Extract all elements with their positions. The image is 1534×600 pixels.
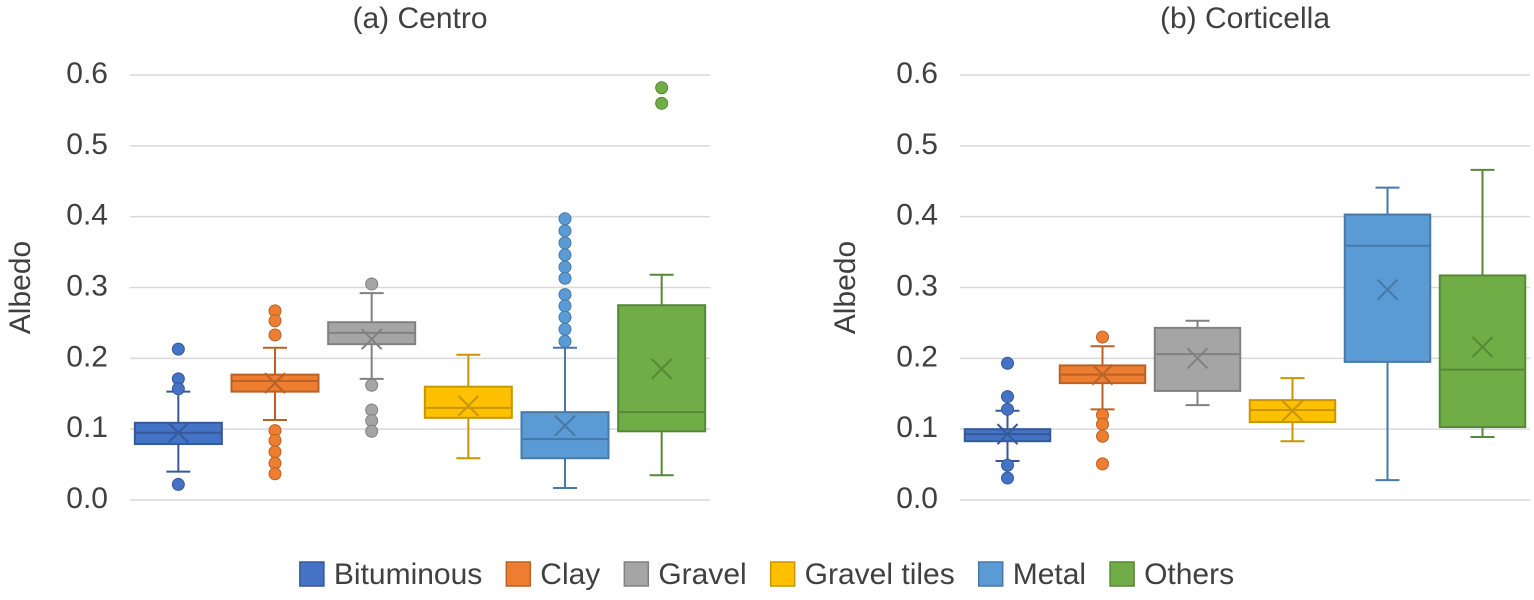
outlier	[1001, 390, 1014, 404]
mean-marker	[1376, 278, 1399, 301]
mean-marker	[1091, 363, 1114, 386]
y-tick-label: 0.1	[66, 411, 108, 444]
mean-marker	[264, 372, 286, 394]
box-group: Others	[1438, 168, 1527, 438]
y-tick-label: 0.0	[66, 482, 108, 515]
box-group: Bituminous	[963, 356, 1052, 485]
outlier	[365, 378, 379, 392]
legend-label: Bituminous	[334, 558, 482, 591]
mean-marker	[1281, 400, 1304, 422]
box-group	[230, 304, 320, 481]
outlier	[558, 299, 572, 313]
mean-marker	[457, 395, 480, 417]
box	[520, 411, 610, 460]
legend-swatch	[623, 561, 650, 587]
mean-marker	[1471, 336, 1494, 358]
mean-marker	[554, 414, 576, 437]
y-tick-label: 0.1	[896, 411, 938, 444]
outlier	[558, 322, 572, 336]
box-group	[520, 212, 610, 489]
outlier	[558, 260, 572, 274]
outlier	[1001, 471, 1014, 485]
outlier	[558, 288, 572, 302]
y-tick-label: 0.3	[66, 269, 108, 302]
outlier	[268, 328, 282, 342]
legend-swatch	[977, 561, 1004, 587]
outlier	[171, 382, 185, 396]
y-tick-label: 0.5	[66, 128, 108, 161]
outlier	[1096, 457, 1109, 471]
legend-label: Gravel tiles	[805, 558, 955, 591]
outlier	[558, 271, 572, 285]
y-tick-label: 0.4	[66, 199, 108, 232]
outlier	[558, 212, 572, 226]
mean-marker	[996, 423, 1019, 445]
y-axis-label: Albedo	[829, 241, 862, 334]
mean-marker	[1186, 347, 1209, 370]
y-tick-label: 0.6	[896, 57, 938, 90]
outlier	[558, 310, 572, 324]
box	[423, 385, 513, 419]
outlier	[558, 224, 572, 238]
outlier	[1001, 458, 1014, 472]
mean-marker	[650, 358, 673, 380]
outlier	[268, 314, 282, 328]
outlier	[558, 248, 572, 262]
legend-swatch	[1109, 561, 1135, 587]
legend-swatch	[505, 561, 532, 587]
outlier	[1001, 356, 1014, 370]
y-tick-label: 0.2	[896, 340, 938, 373]
box	[1438, 274, 1527, 429]
outlier	[1096, 417, 1109, 431]
y-axis-label: Albedo	[4, 241, 37, 334]
y-tick-label: 0.3	[896, 269, 938, 302]
y-tick-label: 0.6	[66, 57, 108, 90]
outlier	[268, 445, 282, 459]
box-group	[423, 353, 513, 460]
legend-label: Metal	[1013, 558, 1086, 591]
outlier	[1096, 330, 1109, 344]
outlier	[655, 81, 669, 95]
outlier	[558, 334, 572, 348]
legend: Bituminous Clay Gravel Gravel tiles Metal Oth…	[299, 558, 1234, 591]
legend-swatch	[299, 561, 325, 587]
box	[1343, 213, 1432, 363]
y-tick-label: 0.5	[896, 128, 938, 161]
outlier	[171, 477, 185, 491]
outlier	[1001, 402, 1014, 416]
box-group: Metal	[1343, 186, 1432, 482]
outlier	[268, 434, 282, 447]
outlier	[655, 96, 669, 110]
outlier	[365, 277, 379, 291]
box-group: Clay	[1058, 330, 1147, 471]
y-tick-label: 0.2	[66, 340, 108, 373]
outlier	[365, 424, 379, 438]
box-group	[327, 277, 417, 438]
chart-title: (a) Centro	[352, 2, 487, 35]
box-group: Gravel tiles	[1248, 377, 1337, 443]
legend-label: Gravel	[658, 558, 746, 591]
mean-marker	[360, 328, 383, 350]
chart-title: (b) Corticella	[1160, 2, 1330, 35]
box-group	[617, 81, 707, 477]
box-group: Gravel	[1153, 319, 1242, 407]
box-group	[133, 342, 223, 491]
legend-swatch	[769, 561, 796, 587]
y-tick-label: 0.4	[896, 199, 938, 232]
outlier	[558, 236, 572, 250]
outlier	[268, 467, 282, 481]
legend-label: Clay	[540, 558, 600, 591]
y-tick-label: 0.0	[896, 482, 938, 515]
legend-label: Others	[1144, 558, 1234, 591]
outlier	[171, 342, 185, 356]
mean-marker	[167, 422, 190, 444]
outlier	[1096, 429, 1109, 443]
